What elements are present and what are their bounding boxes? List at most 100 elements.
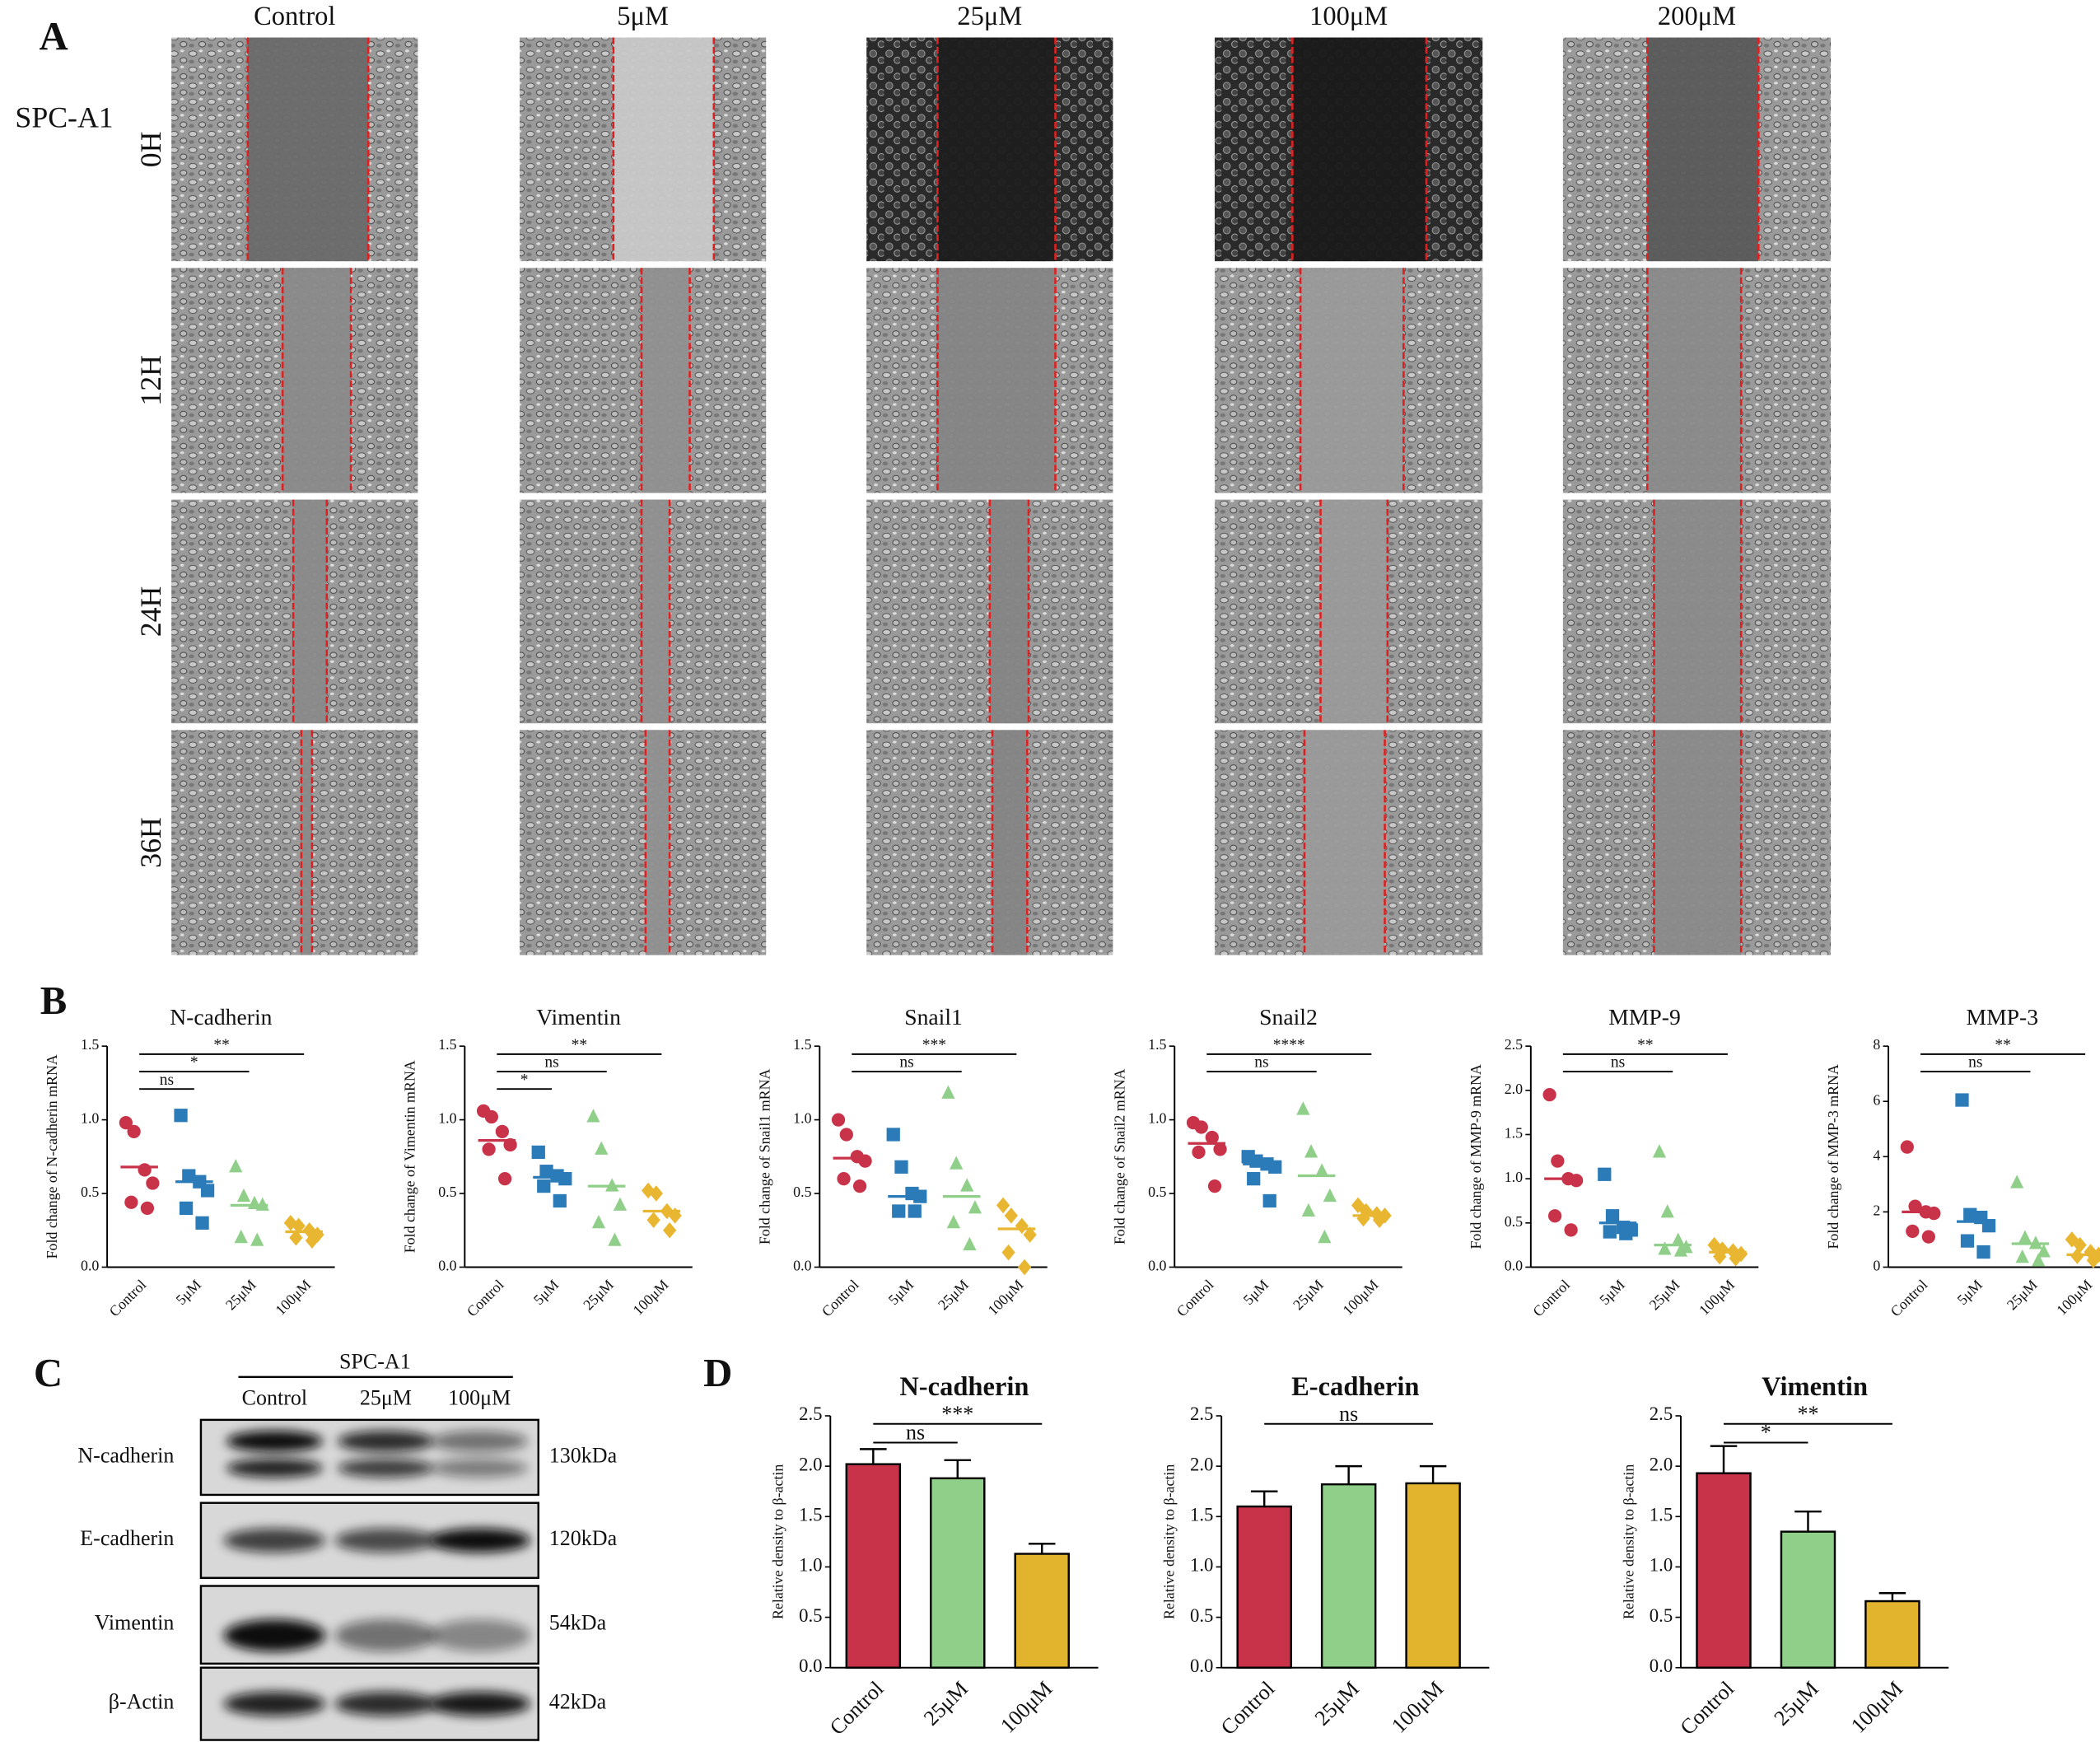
data-point	[179, 1201, 194, 1216]
data-point	[2028, 1235, 2043, 1249]
chart-title: Snail1	[904, 1004, 963, 1030]
bar	[845, 1463, 902, 1669]
data-point	[495, 1124, 509, 1139]
row-label: 24H	[134, 586, 167, 637]
x-tick-label: Control	[106, 1277, 150, 1320]
chart-title: Vimentin	[1762, 1372, 1868, 1402]
data-point	[892, 1204, 906, 1218]
data-point	[1908, 1199, 1922, 1213]
data-point	[613, 1197, 628, 1211]
y-tick-label: 1.0	[1190, 1555, 1213, 1576]
y-tick-label: 1.0	[1505, 1169, 1523, 1185]
band	[337, 1459, 434, 1478]
data-point	[1315, 1163, 1329, 1177]
x-tick-label: 100μM	[1339, 1277, 1381, 1319]
y-tick-label: 0.5	[793, 1184, 811, 1200]
x-tick-label: 100μM	[1846, 1676, 1907, 1737]
data-point	[1017, 1259, 1032, 1276]
micrograph	[866, 730, 1113, 955]
data-point	[1296, 1101, 1310, 1115]
band	[226, 1430, 323, 1452]
significance-label: **	[1797, 1402, 1818, 1426]
y-tick-label: 0.0	[1148, 1258, 1166, 1274]
data-point	[174, 1109, 188, 1123]
data-point	[1547, 1209, 1562, 1223]
x-tick-label: 100μM	[272, 1277, 314, 1319]
bar	[1014, 1553, 1070, 1669]
band	[334, 1619, 437, 1652]
data-point	[1192, 1145, 1206, 1160]
data-point	[1304, 1144, 1318, 1158]
cell-line-label: SPC-A1	[15, 101, 113, 134]
significance-label: **	[572, 1037, 588, 1054]
significance-label: ****	[1273, 1037, 1305, 1054]
data-point	[497, 1172, 512, 1186]
data-point	[1301, 1203, 1316, 1217]
x-tick-label: 25μM	[580, 1277, 617, 1314]
wound-gap	[641, 268, 690, 493]
y-tick-label: 0.5	[81, 1184, 99, 1200]
chart-title: Vimentin	[536, 1004, 621, 1030]
data-point	[1262, 1193, 1276, 1208]
x-tick-label: 100μM	[629, 1277, 671, 1319]
data-point	[1213, 1142, 1227, 1156]
data-point	[539, 1165, 553, 1179]
data-point	[852, 1179, 867, 1193]
significance-label: ns	[160, 1072, 174, 1089]
data-point	[1603, 1225, 1617, 1239]
x-tick-label: 25μM	[1770, 1676, 1823, 1730]
bar	[1864, 1600, 1920, 1669]
y-tick-label: 0.5	[799, 1605, 822, 1626]
panel-label: D	[703, 1351, 732, 1395]
data-point	[1671, 1232, 1685, 1246]
data-point	[894, 1160, 908, 1174]
chart-title: N-cadherin	[170, 1004, 272, 1030]
y-axis-label: Fold change of Snail2 mRNA	[1111, 1068, 1127, 1245]
data-point	[1960, 1234, 1975, 1248]
bar	[1405, 1482, 1461, 1669]
data-point	[663, 1221, 677, 1239]
wound-gap	[937, 268, 1056, 493]
row-label: 12H	[134, 355, 167, 406]
wound-gap	[1647, 37, 1759, 262]
lane-label: Control	[242, 1385, 308, 1409]
data-point	[2015, 1249, 2029, 1263]
y-tick-label: 1.5	[81, 1036, 99, 1053]
data-point	[960, 1178, 974, 1192]
x-tick-label: Control	[464, 1277, 507, 1320]
size-label: 54kDa	[549, 1611, 607, 1635]
data-point	[1551, 1154, 1565, 1168]
protein-label: Vimentin	[95, 1611, 175, 1635]
y-tick-label: 8	[1873, 1036, 1880, 1053]
significance-label: ***	[941, 1402, 973, 1426]
data-point	[1001, 1244, 1015, 1261]
size-label: 120kDa	[549, 1526, 618, 1550]
y-tick-label: 1.0	[438, 1110, 456, 1127]
band	[334, 1692, 437, 1716]
size-label: 130kDa	[549, 1443, 618, 1467]
data-point	[1323, 1188, 1337, 1203]
y-tick-label: 0.0	[81, 1258, 99, 1274]
y-tick-label: 0.0	[793, 1258, 811, 1274]
y-tick-label: 0.5	[1650, 1605, 1673, 1626]
band	[337, 1430, 434, 1452]
data-point	[963, 1236, 977, 1251]
protein-label: β-Actin	[109, 1690, 175, 1714]
cell-line-label: SPC-A1	[339, 1350, 411, 1374]
data-point	[484, 1109, 498, 1124]
wound-gap	[1300, 268, 1404, 493]
wound-gap	[992, 730, 1028, 955]
band	[428, 1692, 531, 1716]
data-point	[138, 1163, 152, 1177]
data-point	[292, 1217, 306, 1235]
x-tick-label: 100μM	[1387, 1676, 1448, 1737]
significance-label: *	[520, 1072, 529, 1089]
significance-label: ***	[922, 1037, 946, 1054]
significance-label: **	[213, 1037, 230, 1054]
data-point	[950, 1156, 964, 1170]
x-tick-label: 5μM	[1954, 1277, 1986, 1309]
data-point	[558, 1172, 572, 1186]
data-point	[182, 1169, 196, 1183]
x-tick-label: 5μM	[885, 1277, 917, 1309]
